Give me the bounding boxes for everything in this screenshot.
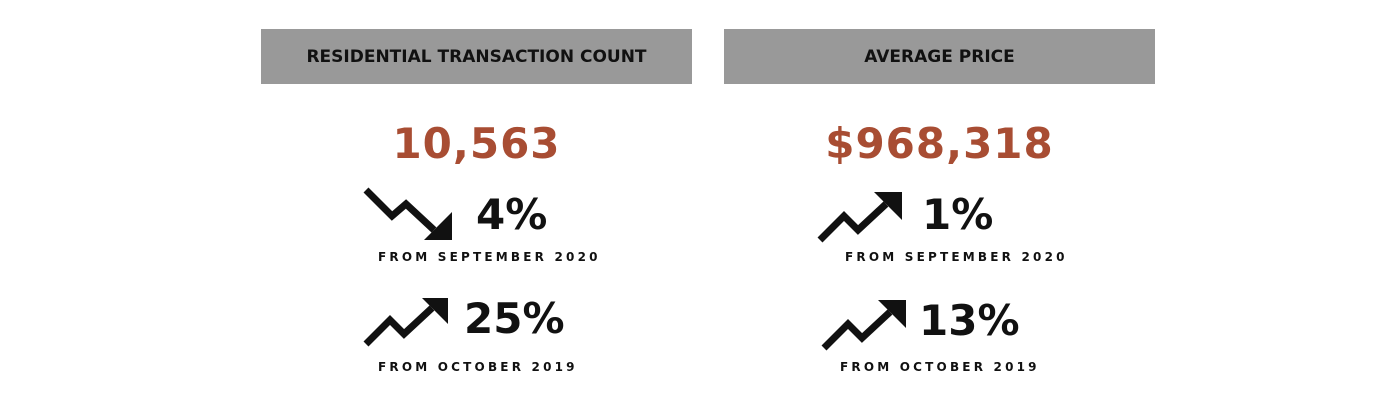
average-price-header: AVERAGE PRICE	[724, 29, 1155, 84]
trend-up-arrow-icon	[821, 300, 906, 351]
transaction-count-header-label: RESIDENTIAL TRANSACTION COUNT	[306, 46, 647, 67]
trend-up-arrow-icon	[817, 192, 902, 243]
transaction-count-change-month-percent: 4%	[476, 190, 548, 239]
trend-up-arrow-icon	[363, 298, 448, 347]
transaction-count-change-month-caption: FROM SEPTEMBER 2020	[378, 250, 601, 264]
transaction-count-change-year-caption: FROM OCTOBER 2019	[378, 360, 578, 374]
average-price-change-month-caption: FROM SEPTEMBER 2020	[845, 250, 1068, 264]
average-price-change-month-percent: 1%	[922, 190, 994, 239]
transaction-count-change-year-percent: 25%	[464, 294, 565, 343]
average-price-change-year-percent: 13%	[919, 296, 1020, 345]
average-price-change-year-caption: FROM OCTOBER 2019	[840, 360, 1040, 374]
trend-down-arrow-icon	[363, 187, 452, 240]
transaction-count-value: 10,563	[392, 119, 561, 168]
transaction-count-header: RESIDENTIAL TRANSACTION COUNT	[261, 29, 692, 84]
average-price-value: $968,318	[825, 119, 1054, 168]
average-price-header-label: AVERAGE PRICE	[864, 46, 1015, 67]
